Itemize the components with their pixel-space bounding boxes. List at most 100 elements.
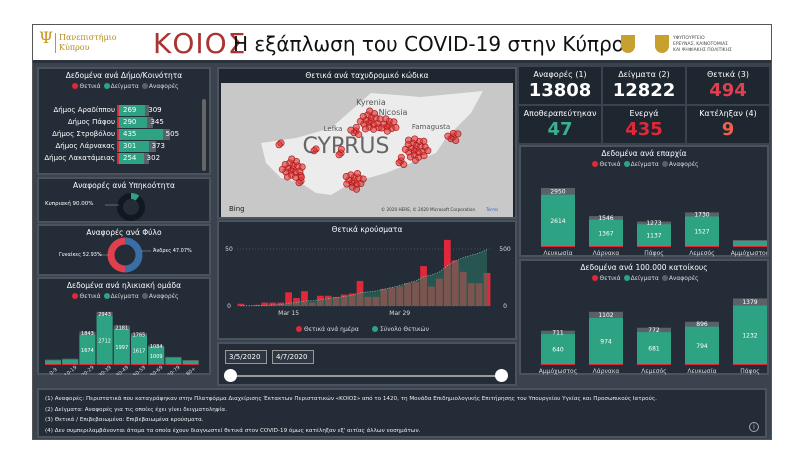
x-tick-label: Λευκωσία [543,250,572,257]
case-marker[interactable] [401,145,409,153]
samples-bar[interactable] [589,219,623,247]
case-marker[interactable] [355,131,363,139]
positives-bar[interactable] [733,246,767,247]
case-marker[interactable] [343,180,351,188]
samples-bar[interactable] [113,328,130,365]
scrollbar[interactable] [202,99,206,171]
samples-bar[interactable]: 301 [117,141,149,152]
positives-bar[interactable] [733,364,767,365]
samples-bar[interactable] [685,216,719,247]
case-marker[interactable] [361,125,369,133]
positives-bar[interactable] [685,246,719,247]
x-tick-label: 40-49 [115,365,130,375]
positives-bar[interactable] [685,364,719,365]
x-tick-label: 50-59 [132,365,147,375]
samples-bar[interactable]: 254 [117,153,144,164]
samples-bar[interactable] [131,335,147,365]
samples-bar[interactable] [637,224,671,247]
positives-bar[interactable] [637,364,671,365]
case-marker[interactable] [278,165,286,173]
positives-bar[interactable] [113,364,130,365]
samples-bar[interactable] [637,332,671,365]
positives-bar[interactable] [62,364,79,365]
case-marker[interactable] [353,185,361,193]
samples-bar[interactable]: 435 [117,129,163,140]
case-marker[interactable] [359,175,367,183]
case-marker[interactable] [406,153,414,161]
positives-bar[interactable] [589,246,623,247]
samples-bar[interactable] [148,346,165,365]
info-icon[interactable]: i [749,422,759,432]
daily-positive-bar[interactable] [277,302,285,306]
case-marker[interactable] [342,172,350,180]
positives-chart-panel: Θετικά κρούσματα 0 0 50 500 Mar 15 Mar 29 Θετικ… [217,220,517,340]
daily-positive-bar[interactable] [293,298,300,306]
case-marker[interactable] [347,126,355,134]
case-marker[interactable] [378,124,386,132]
case-marker[interactable] [337,145,345,153]
case-marker[interactable] [405,136,413,144]
case-marker[interactable] [411,156,419,164]
map-terms-link[interactable]: Terms [485,207,498,212]
samples-bar[interactable] [589,317,623,365]
case-marker[interactable] [356,117,364,125]
samples-bar[interactable]: 290 [117,117,148,128]
daily-positive-bar[interactable] [261,302,269,306]
case-marker[interactable] [420,152,428,160]
case-marker[interactable] [275,141,283,149]
samples-bar[interactable] [79,334,96,365]
case-marker[interactable] [383,127,391,135]
samples-bar[interactable] [165,357,182,365]
daily-positive-bar[interactable] [237,303,245,306]
positives-bar[interactable] [45,364,61,365]
case-marker[interactable] [353,170,361,178]
samples-bar[interactable] [182,360,199,365]
positives-bar[interactable] [165,364,182,365]
case-marker[interactable] [452,137,460,145]
slider-end-handle[interactable] [495,369,508,382]
positives-bar[interactable] [541,364,575,365]
case-marker[interactable] [392,124,400,132]
case-marker[interactable] [352,123,360,131]
positives-bar[interactable] [637,246,671,247]
samples-bar[interactable] [685,326,719,365]
positives-bar[interactable] [589,364,623,365]
positives-bar[interactable] [79,364,96,365]
daily-positive-bar[interactable] [301,291,308,306]
samples-bar[interactable] [96,316,113,365]
case-marker[interactable] [424,147,432,155]
case-marker[interactable] [382,115,390,123]
date-to-input[interactable]: 4/7/2020 [272,350,314,364]
case-marker[interactable] [420,137,428,145]
date-from-input[interactable]: 3/5/2020 [225,350,267,364]
case-marker[interactable] [310,147,318,155]
case-marker[interactable] [298,163,306,171]
positives-bar[interactable] [148,364,165,365]
samples-bar[interactable] [733,305,767,365]
daily-positive-bar[interactable] [285,292,292,306]
daily-positive-bar[interactable] [269,302,277,306]
data-label: 1367 [598,230,613,237]
positives-bar[interactable] [96,364,113,365]
samples-bar[interactable] [541,334,575,365]
case-marker[interactable] [297,173,305,181]
case-marker[interactable] [400,161,408,169]
positives-bar[interactable] [541,246,575,247]
samples-bar[interactable] [45,360,61,365]
samples-bar[interactable] [733,241,767,247]
case-marker[interactable] [411,135,419,143]
samples-bar[interactable]: 269 [117,105,146,116]
samples-bar[interactable] [541,194,575,247]
case-marker[interactable] [444,132,452,140]
slider-start-handle[interactable] [224,369,237,382]
data-label: 974 [600,338,612,345]
case-marker[interactable] [366,107,374,115]
samples-bar[interactable] [62,359,79,365]
case-marker[interactable] [288,155,296,163]
positives-bar[interactable] [131,364,147,365]
case-marker[interactable] [454,130,462,138]
case-marker[interactable] [283,173,291,181]
case-marker[interactable] [397,153,405,161]
positives-bar[interactable] [182,364,199,365]
